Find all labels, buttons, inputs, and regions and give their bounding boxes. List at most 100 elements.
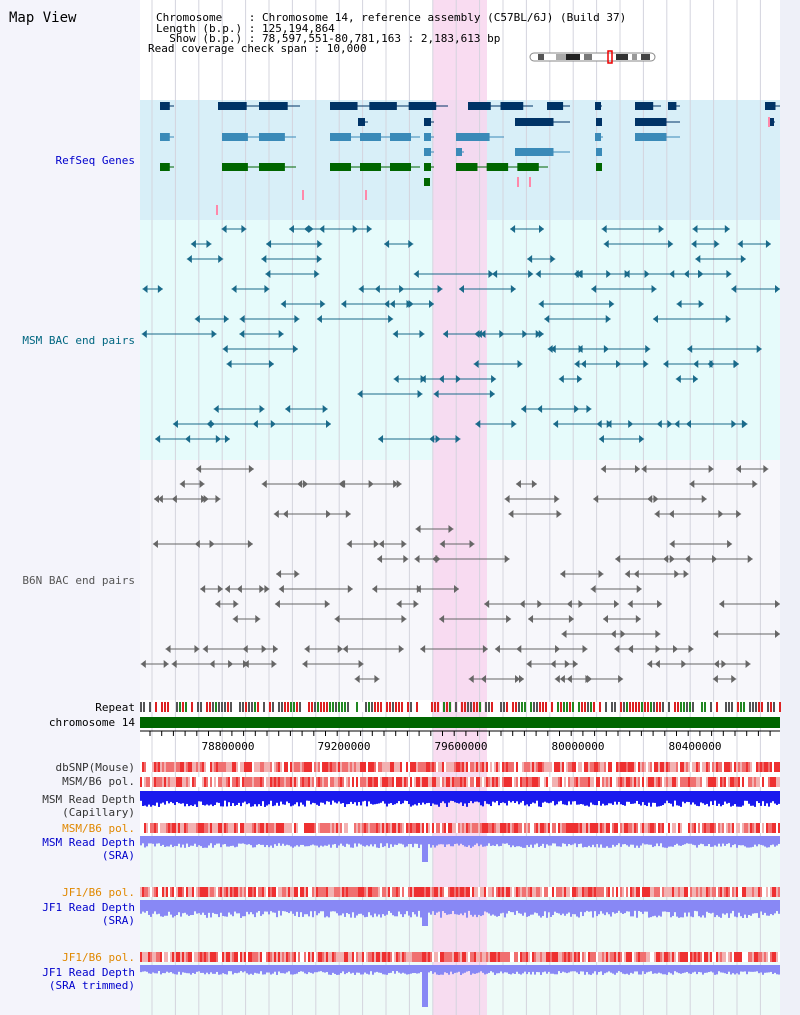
jf1-trim-depth-bar <box>154 965 156 974</box>
jf1-sra-depth-bar <box>316 900 318 916</box>
track-label-chromosome[interactable]: chromosome 14 <box>48 716 135 729</box>
track-label-msm-depth-sra[interactable]: MSM Read Depth <box>42 836 135 849</box>
dbsnp-heat <box>708 762 710 772</box>
msm-bac-end <box>603 240 609 248</box>
repeat-mark <box>779 702 781 712</box>
jf1-sra-depth-bar <box>492 900 494 915</box>
msm-cap-depth-bar <box>744 791 746 801</box>
jf1-pol2-heat <box>670 952 672 962</box>
msm-sra-depth-bar <box>544 836 546 848</box>
msm-sra-depth-bar <box>656 836 658 844</box>
msm-sra-pol-heat <box>294 823 296 833</box>
jf1-pol2-heat <box>228 952 230 962</box>
msm-sra-depth-bar <box>600 836 602 845</box>
jf1-sra-depth-bar <box>434 900 436 915</box>
msm-pol-heat <box>186 777 188 787</box>
repeat-mark <box>305 702 307 712</box>
msm-pol-heat <box>216 777 218 787</box>
msm-sra-pol-heat <box>398 823 400 833</box>
track-label-msm-depth-cap[interactable]: MSM Read Depth <box>42 793 135 806</box>
jf1-trim-depth-bar <box>368 965 370 975</box>
track-label-jf1-depth-trim[interactable]: JF1 Read Depth <box>42 966 135 979</box>
jf1-pol2-heat <box>672 952 674 962</box>
repeat-mark <box>311 702 313 712</box>
dbsnp-heat <box>520 762 522 772</box>
msm-sra-pol-heat <box>644 823 646 833</box>
jf1-pol2-heat <box>778 952 780 962</box>
msm-pol-heat <box>738 777 740 787</box>
track-label-jf1-pol[interactable]: JF1/B6 pol. <box>62 886 135 899</box>
msm-bac-end <box>687 345 693 353</box>
jf1-trim-depth-bar <box>258 965 260 974</box>
msm-sra-pol-heat <box>396 823 398 833</box>
dbsnp-heat <box>458 762 460 772</box>
repeat-mark <box>536 702 538 712</box>
repeat-mark <box>773 702 775 712</box>
track-label-repeat[interactable]: Repeat <box>95 701 135 714</box>
dbsnp-heat <box>660 762 662 772</box>
jf1-pol-heat <box>726 887 728 897</box>
jf1-pol2-heat <box>304 952 306 962</box>
jf1-sra-depth-bar <box>168 900 170 912</box>
dbsnp-heat <box>546 762 548 772</box>
msm-sra-depth-bar <box>540 836 542 846</box>
track-label-jf1-depth-sra[interactable]: JF1 Read Depth <box>42 901 135 914</box>
track-label-dbsnp[interactable]: dbSNP(Mouse) <box>55 761 135 774</box>
dbsnp-heat <box>270 762 272 772</box>
dbsnp-heat <box>352 762 354 772</box>
msm-pol-heat <box>446 777 448 787</box>
jf1-pol-heat <box>166 887 168 897</box>
repeat-mark <box>734 702 736 712</box>
track-label-msm-bac[interactable]: MSM BAC end pairs <box>22 334 135 347</box>
msm-sra-depth-bar <box>282 836 284 844</box>
jf1-sra-depth-bar <box>654 900 656 916</box>
b6n-bac-end <box>358 660 364 668</box>
jf1-sra-depth-bar <box>442 900 444 912</box>
jf1-trim-depth-bar <box>174 965 176 975</box>
msm-bac-end <box>695 255 701 263</box>
msm-sra-depth-bar <box>230 836 232 846</box>
msm-sra-depth-bar <box>672 836 674 847</box>
msm-sra-depth-bar <box>620 836 622 847</box>
dbsnp-heat <box>552 762 554 772</box>
track-label-b6n-bac[interactable]: B6N BAC end pairs <box>22 574 135 587</box>
track-label-refseq[interactable]: RefSeq Genes <box>55 154 135 167</box>
repeat-mark <box>359 702 361 712</box>
track-label-msm-b6-pol-sra[interactable]: MSM/B6 pol. <box>62 822 135 835</box>
jf1-sra-depth-bar <box>356 900 358 916</box>
msm-sra-depth-bar <box>386 836 388 844</box>
msm-pol-heat <box>344 777 346 787</box>
repeat-mark <box>737 702 739 712</box>
jf1-pol-heat <box>140 887 142 897</box>
msm-sra-pol-heat <box>746 823 748 833</box>
msm-pol-heat <box>494 777 496 787</box>
jf1-trim-depth-bar <box>446 965 448 974</box>
jf1-pol2-heat <box>708 952 710 962</box>
repeat-mark <box>392 702 394 712</box>
repeat-mark <box>707 702 709 712</box>
msm-sra-depth-bar <box>272 836 274 848</box>
msm-pol-heat <box>750 777 752 787</box>
msm-sra-depth-bar <box>648 836 650 845</box>
jf1-sra-depth-bar <box>476 900 478 918</box>
msm-sra-pol-heat <box>574 823 576 833</box>
track-label-msm-b6-pol[interactable]: MSM/B6 pol. <box>62 775 135 788</box>
msm-sra-pol-heat <box>356 823 358 833</box>
jf1-pol-heat <box>480 887 482 897</box>
jf1-trim-depth-bar <box>310 965 312 973</box>
msm-cap-depth-bar <box>416 791 418 806</box>
msm-pol-heat <box>232 777 234 787</box>
track-label-jf1-pol-2[interactable]: JF1/B6 pol. <box>62 951 135 964</box>
jf1-pol2-heat <box>532 952 534 962</box>
jf1-pol2-heat <box>662 952 664 962</box>
msm-pol-heat <box>520 777 522 787</box>
jf1-pol2-heat <box>582 952 584 962</box>
dbsnp-heat <box>734 762 736 772</box>
dbsnp-heat <box>740 762 742 772</box>
jf1-pol2-heat <box>556 952 558 962</box>
msm-sra-depth-bar <box>650 836 652 845</box>
jf1-trim-depth-bar <box>472 965 474 974</box>
b6n-bac-end <box>655 645 661 653</box>
gene-exon <box>596 163 602 171</box>
